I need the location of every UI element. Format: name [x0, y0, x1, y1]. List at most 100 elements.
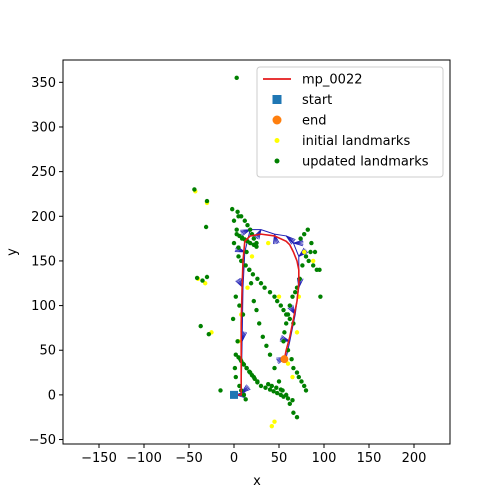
- start-marker: [230, 390, 238, 399]
- updated-landmark-point: [252, 376, 257, 382]
- y-tick-label: 0: [48, 388, 56, 403]
- y-tick-label: −50: [29, 433, 56, 448]
- updated-landmark-point: [306, 258, 311, 264]
- initial-landmark-point: [266, 240, 271, 246]
- updated-landmark-point: [236, 254, 241, 259]
- updated-landmark-point: [234, 75, 239, 81]
- x-axis-label: x: [253, 474, 261, 489]
- legend-box: [256, 66, 444, 178]
- updated-landmark-point: [254, 244, 259, 249]
- legend-label: mp_0022: [302, 73, 363, 88]
- legend-label: start: [302, 93, 332, 108]
- updated-landmark-point: [248, 227, 253, 232]
- updated-landmark-point: [305, 227, 310, 232]
- updated-landmark-point: [272, 365, 277, 371]
- updated-landmark-point: [230, 316, 236, 322]
- initial-landmark-point: [245, 285, 250, 290]
- plot-content: [192, 75, 323, 429]
- updated-landmark-point: [235, 339, 240, 344]
- updated-landmark-point: [247, 267, 252, 273]
- updated-landmark-point: [258, 281, 264, 286]
- updated-landmark-point: [248, 281, 254, 286]
- y-axis-label: y: [5, 248, 20, 256]
- updated-landmark-point: [290, 398, 295, 403]
- updated-landmark-point: [254, 307, 259, 313]
- updated-landmark-point: [275, 390, 280, 396]
- updated-landmark-point: [262, 285, 267, 290]
- updated-landmark-point: [294, 370, 300, 375]
- updated-landmark-point: [237, 303, 242, 308]
- initial-landmark-point: [269, 423, 274, 429]
- x-tick-label: 50: [271, 451, 288, 466]
- initial-landmark-point: [290, 374, 295, 380]
- updated-landmark-point: [243, 263, 248, 268]
- updated-landmark-point: [200, 278, 205, 283]
- updated-landmark-point: [250, 272, 256, 277]
- updated-landmark-point: [233, 374, 238, 380]
- updated-landmark-point: [198, 323, 203, 329]
- legend-dot-swatch: [274, 158, 280, 164]
- updated-landmark-point: [272, 294, 277, 299]
- updated-landmark-point: [309, 240, 314, 246]
- updated-landmark-point: [289, 356, 294, 362]
- updated-landmark-point: [281, 394, 286, 399]
- y-tick-label: 50: [39, 344, 56, 359]
- updated-landmark-point: [284, 321, 289, 326]
- updated-landmark-point: [247, 369, 252, 374]
- updated-landmark-point: [302, 231, 307, 237]
- updated-landmark-point: [312, 249, 318, 255]
- updated-landmark-point: [244, 249, 249, 255]
- updated-landmark-point: [263, 385, 268, 390]
- updated-landmark-point: [232, 365, 238, 371]
- updated-landmark-point: [249, 373, 255, 378]
- x-tick-label: 200: [402, 451, 427, 466]
- updated-landmark-point: [269, 383, 274, 389]
- y-tick-label: 100: [31, 299, 56, 314]
- y-tick-label: 300: [31, 120, 56, 135]
- updated-landmark-point: [300, 263, 305, 268]
- updated-landmark-point: [275, 298, 280, 304]
- x-tick-label: −50: [175, 451, 202, 466]
- initial-landmark-point: [249, 254, 255, 259]
- legend-circle-swatch: [272, 115, 282, 125]
- updated-landmark-point: [242, 218, 247, 223]
- updated-landmark-point: [299, 379, 304, 384]
- updated-landmark-point: [278, 303, 283, 308]
- updated-landmark-point: [251, 298, 256, 304]
- updated-landmark-point: [285, 396, 291, 401]
- updated-landmark-point: [303, 254, 309, 259]
- updated-landmark-point: [318, 294, 323, 299]
- end-marker: [280, 355, 289, 364]
- initial-landmark-point: [276, 294, 282, 299]
- initial-landmark-point: [311, 258, 316, 264]
- initial-landmark-point: [203, 281, 208, 286]
- updated-landmark-point: [303, 388, 309, 393]
- updated-landmark-point: [291, 410, 296, 415]
- legend-dot-swatch: [274, 138, 280, 143]
- updated-landmark-point: [271, 389, 276, 394]
- plot-frame: [62, 59, 451, 445]
- updated-landmark-point: [267, 387, 273, 392]
- updated-landmark-point: [206, 331, 211, 337]
- updated-landmark-point: [293, 289, 298, 295]
- x-tick-label: −100: [126, 451, 162, 466]
- updated-landmark-point: [230, 206, 235, 212]
- updated-landmark-point: [233, 352, 238, 357]
- updated-landmark-point: [274, 385, 279, 390]
- updated-landmark-point: [236, 355, 241, 360]
- updated-landmark-point: [276, 379, 282, 384]
- updated-landmark-point: [287, 303, 292, 308]
- updated-landmark-point: [290, 294, 295, 299]
- updated-landmark-point: [218, 388, 223, 393]
- updated-landmark-point: [241, 362, 247, 367]
- x-tick-label: −150: [81, 451, 117, 466]
- updated-landmark-point: [192, 187, 197, 192]
- x-tick-label: 0: [230, 451, 238, 466]
- initial-landmark-point: [285, 361, 291, 366]
- updated-landmark-point: [266, 381, 271, 387]
- updated-landmark-point: [236, 245, 241, 250]
- updated-landmark-point: [311, 263, 316, 268]
- updated-landmark-point: [298, 236, 303, 241]
- updated-landmark-point: [251, 236, 256, 241]
